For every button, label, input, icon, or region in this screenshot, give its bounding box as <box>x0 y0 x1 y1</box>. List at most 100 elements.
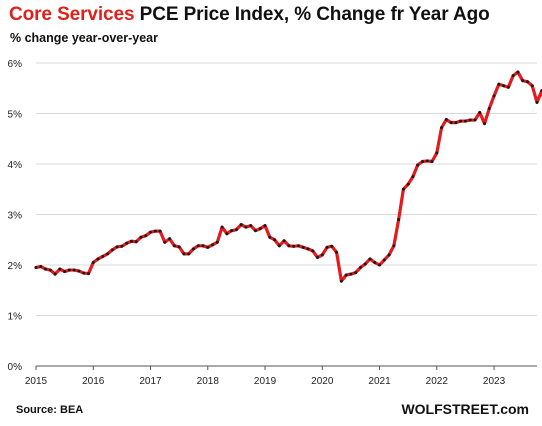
data-point <box>435 151 439 155</box>
data-point <box>268 235 272 239</box>
data-point <box>182 252 186 256</box>
data-point <box>253 229 257 233</box>
data-point <box>459 119 463 123</box>
x-tick-label: 2021 <box>368 376 391 387</box>
data-point <box>96 257 100 261</box>
data-point <box>420 159 424 163</box>
source-note: Source: BEA <box>16 404 84 416</box>
data-point <box>58 267 62 271</box>
data-point <box>368 257 372 261</box>
data-point <box>206 245 210 249</box>
data-point <box>535 100 539 104</box>
data-point <box>77 269 81 273</box>
data-point <box>483 122 487 126</box>
data-point <box>82 271 86 275</box>
data-point <box>277 244 281 248</box>
data-point <box>468 118 472 122</box>
data-point <box>72 268 76 272</box>
data-point <box>316 255 320 259</box>
data-point <box>373 260 377 264</box>
data-point <box>349 272 353 276</box>
data-point <box>86 272 90 276</box>
data-point <box>444 118 448 122</box>
data-point <box>44 267 48 271</box>
data-point <box>320 253 324 257</box>
data-point <box>115 245 119 249</box>
grid-lines <box>36 62 537 367</box>
data-point <box>506 85 510 89</box>
chart-subtitle: % change year-over-year <box>10 31 158 45</box>
data-point <box>287 244 291 248</box>
y-tick-label: 1% <box>8 312 23 323</box>
data-point <box>53 272 57 276</box>
data-point <box>249 224 253 228</box>
data-point <box>406 182 410 186</box>
data-point <box>39 265 43 269</box>
data-point <box>263 224 267 228</box>
y-tick-label: 6% <box>8 59 23 70</box>
data-point <box>101 254 105 258</box>
data-point <box>292 244 296 248</box>
data-point <box>239 223 243 227</box>
data-point <box>125 241 129 245</box>
data-point <box>144 234 148 238</box>
x-tick-label: 2023 <box>483 376 506 387</box>
x-tick-label: 2022 <box>426 376 449 387</box>
x-tick-label: 2015 <box>25 376 48 387</box>
data-point <box>525 80 529 84</box>
data-point <box>187 252 191 256</box>
data-point <box>234 228 238 232</box>
line-chart: 0%1%2%3%4%5%6% 2015 2016 2017 2018 2019 2020 2… <box>8 59 542 387</box>
data-point <box>502 84 506 88</box>
data-point <box>511 74 515 78</box>
data-point <box>463 119 467 123</box>
data-point <box>497 82 501 86</box>
data-point <box>296 244 300 248</box>
data-point <box>191 247 195 251</box>
data-point <box>354 271 358 275</box>
data-point <box>91 260 95 264</box>
data-point <box>358 266 362 270</box>
data-point <box>416 163 420 167</box>
x-tick-label: 2018 <box>197 376 220 387</box>
data-point <box>521 79 525 83</box>
plot-area <box>34 70 542 283</box>
data-point <box>478 110 482 114</box>
y-tick-label: 4% <box>8 160 23 171</box>
data-point <box>129 239 133 243</box>
data-point <box>168 237 172 241</box>
data-point <box>339 279 343 283</box>
data-point <box>201 244 205 248</box>
y-tick-label: 2% <box>8 261 23 272</box>
data-point <box>106 252 110 256</box>
data-point <box>382 258 386 262</box>
data-point <box>139 235 143 239</box>
y-tick-label: 0% <box>8 362 23 373</box>
data-point <box>158 229 162 233</box>
chart-title: Core Services PCE Price Index, % Change … <box>9 4 490 26</box>
data-point <box>411 175 415 179</box>
data-point <box>473 118 477 122</box>
title-highlight: Core Services <box>9 4 135 25</box>
y-tick-label: 3% <box>8 211 23 222</box>
data-point <box>110 248 114 252</box>
data-point <box>492 94 496 98</box>
data-point <box>134 240 138 244</box>
x-axis-ticks: 2015 2016 2017 2018 2019 2020 2021 2022 2023 <box>25 365 537 387</box>
data-point <box>330 244 334 248</box>
data-point <box>425 159 429 163</box>
data-point <box>230 229 234 233</box>
data-point <box>344 273 348 277</box>
data-point <box>449 121 453 125</box>
data-point <box>282 239 286 243</box>
data-point <box>63 270 67 274</box>
data-point <box>397 218 401 222</box>
data-point <box>34 266 38 270</box>
data-point <box>172 244 176 248</box>
y-axis-ticks: 0% 1% 2% 3% 4% 5% 6% <box>8 59 23 373</box>
data-point <box>401 187 405 191</box>
x-tick-label: 2019 <box>254 376 277 387</box>
y-tick-label: 5% <box>8 110 23 121</box>
data-point <box>454 121 458 125</box>
data-point <box>163 240 167 244</box>
